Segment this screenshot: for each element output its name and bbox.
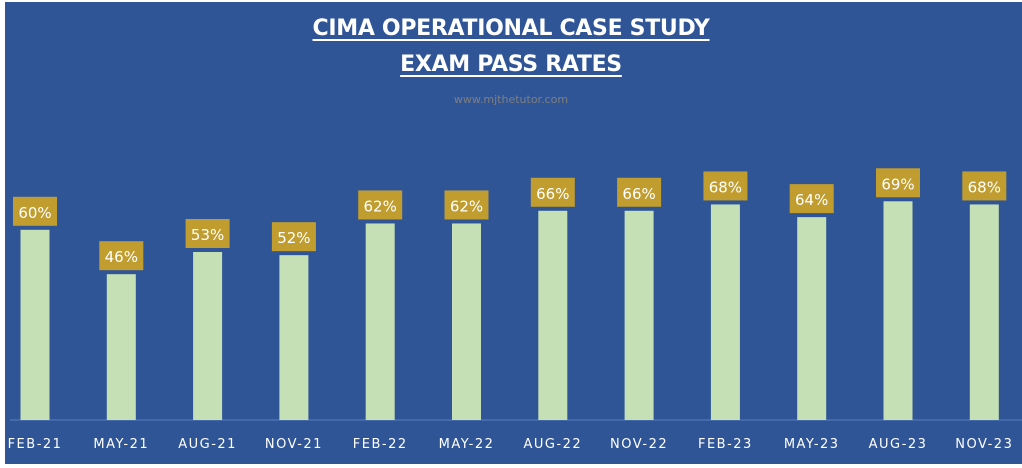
bar: [883, 201, 913, 420]
x-tick-label: NOV-23: [955, 437, 1013, 452]
bar: [624, 210, 654, 420]
x-tick-label: FEB-22: [353, 437, 408, 452]
bar: [710, 204, 740, 420]
data-label-box: [962, 171, 1007, 201]
data-label-box: [876, 168, 920, 198]
x-tick-label: MAY-22: [439, 437, 495, 452]
data-label: 68%: [968, 178, 1001, 196]
bar: [106, 274, 136, 420]
data-label-box: [530, 177, 575, 207]
watermark: www.mjthetutor.com: [453, 93, 569, 106]
bar: [279, 255, 309, 420]
bar: [20, 229, 50, 420]
data-label: 46%: [105, 248, 138, 266]
data-label-box: [789, 184, 834, 214]
x-tick-label: MAY-21: [93, 437, 149, 452]
data-label: 66%: [622, 185, 655, 203]
data-label-box: [99, 241, 144, 271]
data-label-box: [13, 196, 57, 226]
data-label: 68%: [709, 178, 742, 196]
data-label-box: [271, 222, 316, 252]
data-label-box: [185, 218, 230, 248]
data-label: 60%: [18, 204, 51, 222]
data-label-box: [444, 190, 489, 220]
x-tick-label: NOV-21: [265, 437, 323, 452]
x-tick-label: NOV-22: [610, 437, 668, 452]
x-tick-label: AUG-21: [178, 437, 237, 452]
bar: [452, 223, 481, 420]
bar: [193, 251, 223, 420]
x-tick-label: AUG-22: [523, 437, 582, 452]
x-tick-label: FEB-21: [8, 437, 63, 452]
chart-background: [5, 2, 1022, 464]
data-label: 52%: [277, 229, 310, 247]
x-tick-label: AUG-23: [869, 437, 928, 452]
data-label: 62%: [364, 197, 397, 215]
bar: [538, 210, 568, 420]
x-tick-label: FEB-23: [698, 437, 753, 452]
bar: [797, 217, 827, 420]
bar: [969, 204, 999, 420]
chart-title: CIMA OPERATIONAL CASE STUDY: [312, 16, 710, 41]
data-label: 53%: [191, 226, 224, 244]
data-label: 64%: [795, 191, 828, 209]
data-label: 62%: [450, 197, 483, 215]
data-label-box: [358, 190, 403, 220]
data-label-box: [617, 177, 662, 207]
chart-subtitle: EXAM PASS RATES: [400, 52, 622, 77]
data-label: 69%: [881, 175, 914, 193]
x-tick-label: MAY-23: [784, 437, 840, 452]
data-label-box: [703, 171, 748, 201]
data-label: 66%: [536, 185, 569, 203]
bar: [365, 223, 395, 420]
